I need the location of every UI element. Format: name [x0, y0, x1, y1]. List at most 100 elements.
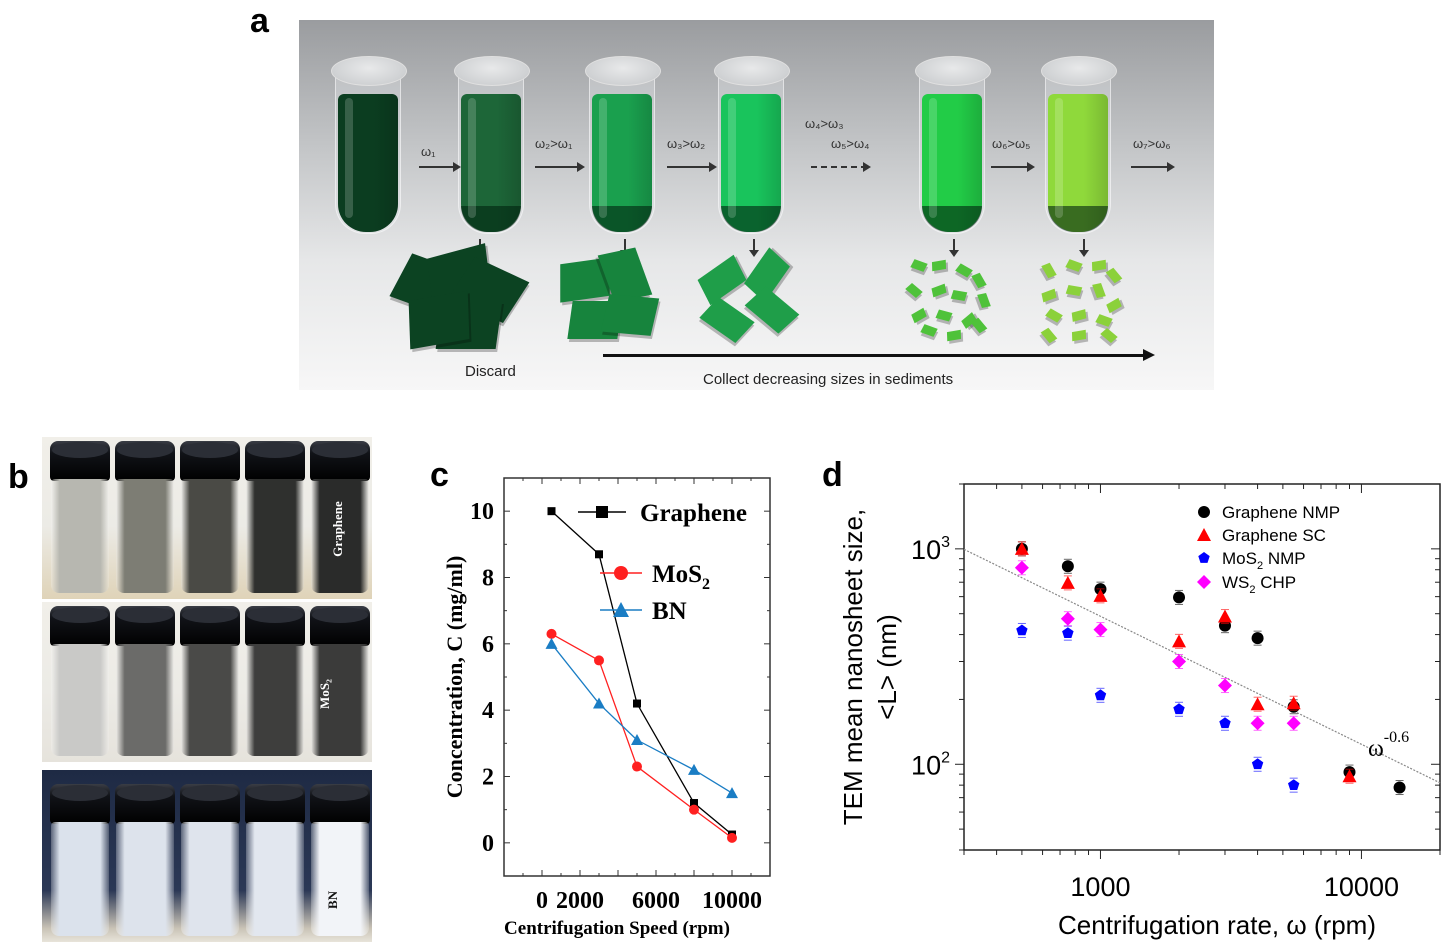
diamond-marker: [1014, 560, 1029, 575]
legend-rest: CHP: [1256, 573, 1297, 592]
vial-material-label: MoS₂: [316, 679, 332, 709]
plot-frame: [963, 483, 1441, 851]
nanosheet-flake: [971, 272, 987, 288]
vial-material-label: BN: [325, 890, 341, 910]
x-tick-label: 10000: [1324, 872, 1399, 902]
panel-c-chart: 0 2000 6000 10000 0 2 4 6 8 10 Centrifugation Spee…: [442, 477, 771, 939]
vial-cap: [180, 784, 240, 824]
pentagon-marker: [1016, 624, 1028, 636]
centrifuge-tube: [454, 56, 530, 236]
pentagon-marker: [1173, 703, 1185, 715]
triangle-marker: [593, 697, 605, 709]
pentagon-marker: [1094, 689, 1107, 701]
vial-body: [246, 644, 304, 756]
right-arrow-icon: [535, 162, 585, 172]
down-arrow-icon: [749, 239, 759, 257]
vial-body: [181, 479, 239, 593]
circle-marker: [1251, 632, 1264, 645]
nanosheet-flake: [1065, 284, 1083, 296]
omega-step-label: ω₄>ω₃: [805, 116, 844, 131]
centrifuge-tube: [331, 56, 407, 236]
vial-body: [116, 822, 174, 936]
y-tick-label: 10: [470, 499, 494, 525]
circle-marker: [594, 655, 604, 666]
panel-a-schematic: ω₁ ω₂>ω₁ ω₃>ω₂ ω₄>ω₃ ω₅>ω₄ ω₆>ω₅ ω₇>ω₆ Discard…: [299, 20, 1214, 390]
down-arrow-icon: [949, 239, 959, 257]
triangle-marker: [1286, 696, 1301, 710]
nanosheet-flake: [1105, 267, 1123, 283]
nanosheet-flake: [408, 290, 470, 350]
y-tick-label: 2: [482, 765, 494, 791]
pentagon-marker: [1062, 627, 1074, 638]
nanosheet-flake: [1106, 297, 1122, 313]
triangle-marker: [631, 734, 643, 746]
triangle-marker: [1342, 769, 1357, 783]
nanosheet-flake: [935, 309, 953, 321]
pentagon-marker: [1251, 758, 1264, 770]
diamond-marker: [1060, 611, 1075, 626]
vial-cap: [245, 606, 305, 646]
tube-cap: [454, 56, 530, 86]
circle-marker: [1061, 560, 1074, 573]
nanosheet-flake: [910, 258, 928, 272]
square-marker: [596, 506, 608, 518]
vial-photo-0: Graphene: [42, 437, 372, 599]
y-axis-label-units: <L> (nm): [872, 614, 902, 720]
triangle-marker: [1217, 609, 1232, 623]
y-axis-label: Concentration, C (mg/ml): [442, 556, 467, 799]
vial-photo-2: BN: [42, 770, 372, 942]
triangle-marker: [545, 637, 558, 649]
vial-cap: [180, 441, 240, 481]
circle-marker: [1173, 591, 1186, 604]
power-law-fit-line: [963, 548, 1441, 784]
right-arrow-icon: [1131, 162, 1175, 172]
diamond-marker: [1250, 716, 1265, 731]
vial-body: [181, 822, 239, 936]
superscript: 2: [941, 749, 950, 766]
plot-frame: [503, 477, 771, 877]
x-axis-label: Centrifugation rate, ω (rpm): [1058, 910, 1376, 940]
nanosheet-flake: [1041, 288, 1057, 302]
vial-body: [311, 479, 369, 593]
y-tick-label: 6: [482, 632, 494, 658]
superscript: 3: [941, 534, 950, 551]
nanosheet-flake: [1095, 313, 1113, 327]
triangle-marker: [1060, 575, 1075, 589]
tube-cap: [714, 56, 790, 86]
vial-cap: [115, 606, 175, 646]
triangle-marker: [726, 787, 738, 799]
subscript: 2: [702, 576, 710, 593]
centrifuge-tube: [585, 56, 661, 236]
pentagon-marker: [1219, 717, 1231, 729]
vial-cap: [115, 441, 175, 481]
x-tick-label: 6000: [632, 888, 680, 914]
legend-label-1: Graphene SC: [1222, 526, 1326, 545]
circle-marker: [1393, 781, 1406, 794]
circle-marker: [689, 804, 699, 815]
collect-arrow: [603, 349, 1155, 361]
omega-step-label: ω₇>ω₆: [1133, 136, 1171, 151]
legend-label-2: BN: [652, 598, 687, 625]
circle-marker: [727, 832, 737, 843]
vial-body: [311, 822, 369, 936]
vial-body: [116, 644, 174, 756]
triangle-marker: [1093, 588, 1108, 602]
nanosheet-flake: [1065, 258, 1083, 272]
right-arrow-icon: [991, 162, 1035, 172]
legend-rest: NMP: [1263, 549, 1306, 568]
nanosheet-flake: [1071, 308, 1087, 322]
pentagon-marker: [1288, 779, 1300, 790]
triangle-marker: [1172, 634, 1187, 648]
nanosheet-flake: [1041, 262, 1057, 278]
vial-cap: [310, 784, 370, 824]
nanosheet-flake: [911, 307, 927, 323]
vial-cap: [245, 441, 305, 481]
vial-cap: [50, 784, 110, 824]
square-marker: [595, 550, 603, 559]
nanosheet-flake: [920, 323, 938, 337]
vial-cap: [50, 441, 110, 481]
circle-marker: [1198, 506, 1210, 518]
tube-cap: [915, 56, 991, 86]
nanosheet-flake: [970, 317, 988, 333]
y-axis-label: TEM mean nanosheet size,: [838, 509, 868, 826]
